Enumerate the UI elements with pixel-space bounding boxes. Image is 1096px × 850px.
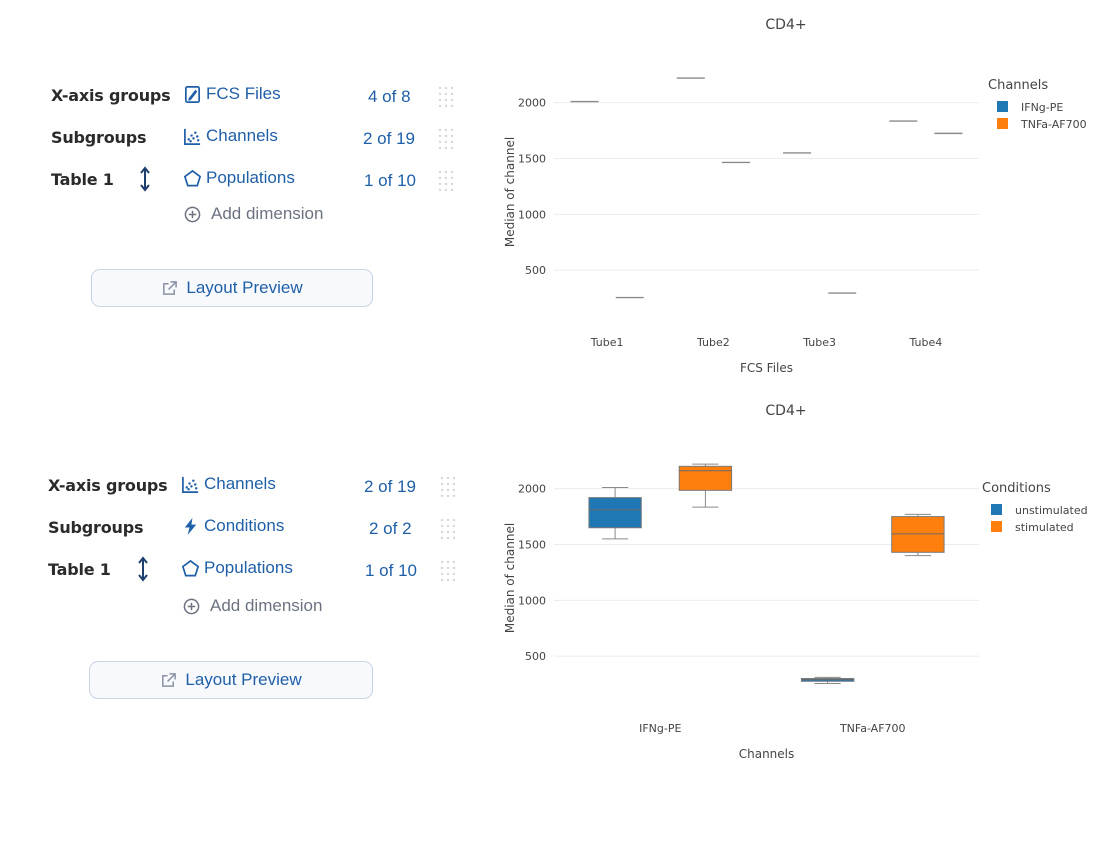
- add-dimension-label: Add dimension: [210, 596, 323, 615]
- config-panel-2: X-axis groups Channels 2 of 19 Subgroups…: [0, 470, 480, 850]
- row-x-axis-groups: X-axis groups FCS Files 4 of 8: [0, 80, 470, 114]
- layout-preview-button[interactable]: Layout Preview: [91, 269, 373, 307]
- drag-handle-icon[interactable]: [436, 168, 456, 196]
- y-tick-label: 2000: [518, 483, 546, 496]
- row-label: Subgroups: [51, 128, 147, 147]
- add-dimension-button[interactable]: Add dimension: [184, 204, 323, 224]
- legend-label: IFNg-PE: [1021, 101, 1063, 114]
- y-tick-label: 1500: [518, 153, 546, 166]
- dimension-label: Populations: [206, 168, 295, 187]
- dimension-channels[interactable]: Channels: [183, 126, 278, 146]
- y-tick-label: 2000: [518, 97, 546, 110]
- scatter-plot-icon: [184, 128, 201, 145]
- dimension-label: Channels: [206, 126, 278, 145]
- plus-circle-icon: [183, 598, 200, 614]
- add-dimension-button[interactable]: Add dimension: [183, 596, 322, 616]
- legend-title: Channels: [988, 78, 1048, 93]
- dimension-label: Channels: [204, 474, 276, 493]
- x-tick-label: IFNg-PE: [639, 722, 681, 735]
- y-tick-label: 1000: [518, 594, 546, 607]
- count-link[interactable]: 1 of 10: [365, 561, 417, 580]
- external-link-icon: [162, 672, 177, 687]
- chart-title: CD4+: [765, 403, 806, 419]
- config-panel-1: X-axis groups FCS Files 4 of 8 Subgroups…: [0, 80, 480, 460]
- count-link[interactable]: 1 of 10: [364, 171, 416, 190]
- y-axis-label: Median of channel: [503, 137, 517, 247]
- count-link[interactable]: 2 of 2: [369, 519, 412, 538]
- box: [588, 497, 642, 529]
- layout-preview-label: Layout Preview: [185, 670, 302, 689]
- external-link-icon: [163, 280, 178, 295]
- legend-title: Conditions: [982, 481, 1051, 496]
- count-link[interactable]: 2 of 19: [363, 129, 415, 148]
- dimension-conditions[interactable]: Conditions: [181, 516, 284, 536]
- box-plot-chart-2: CD4+ 500 1000 1500 2000 Median of channel Chan…: [503, 403, 1088, 761]
- box: [678, 465, 733, 491]
- count-link[interactable]: 4 of 8: [368, 87, 411, 106]
- y-tick-label: 1500: [518, 539, 546, 552]
- x-axis-label: FCS Files: [740, 361, 793, 375]
- row-subgroups: Subgroups Channels 2 of 19: [0, 122, 470, 156]
- chart-1: CD4+ 500 1000 1500 2000 Median of channel FCS …: [484, 0, 1096, 385]
- dimension-fcs-files[interactable]: FCS Files: [183, 84, 281, 104]
- dimension-populations[interactable]: Populations: [181, 558, 293, 578]
- row-label: X-axis groups: [48, 476, 168, 495]
- chart-title: CD4+: [765, 17, 806, 33]
- y-axis-label: Median of channel: [503, 523, 517, 633]
- legend-label: unstimulated: [1015, 504, 1088, 517]
- legend-label: stimulated: [1015, 521, 1074, 534]
- legend-swatch: [991, 504, 1002, 515]
- drag-handle-icon[interactable]: [436, 126, 456, 154]
- pentagon-icon: [181, 559, 200, 576]
- row-subgroups: Subgroups Conditions 2 of 2: [0, 512, 470, 546]
- layout-preview-button[interactable]: Layout Preview: [89, 661, 373, 699]
- row-label: Subgroups: [48, 518, 144, 537]
- pentagon-icon: [183, 169, 202, 186]
- legend-swatch: [997, 101, 1008, 112]
- y-tick-label: 500: [525, 650, 546, 663]
- plus-circle-icon: [184, 206, 201, 222]
- box-plot-chart-1: CD4+ 500 1000 1500 2000 Median of channel FCS …: [503, 17, 1087, 375]
- box: [891, 516, 945, 553]
- lightning-icon: [184, 517, 197, 535]
- count-link[interactable]: 2 of 19: [364, 477, 416, 496]
- legend-swatch: [991, 521, 1002, 532]
- layout-preview-label: Layout Preview: [186, 278, 303, 297]
- row-label: Table 1: [51, 170, 114, 189]
- drag-handle-icon[interactable]: [438, 474, 458, 502]
- file-edit-icon: [184, 85, 201, 103]
- x-tick-label: Tube1: [590, 336, 624, 349]
- x-tick-label: Tube3: [802, 336, 836, 349]
- row-table: Table 1 Populations 1 of 10: [0, 554, 470, 588]
- x-tick-label: Tube4: [908, 336, 942, 349]
- vertical-arrows-icon[interactable]: [136, 556, 150, 582]
- chart-2: CD4+ 500 1000 1500 2000 Median of channel Chan…: [484, 386, 1096, 771]
- drag-handle-icon[interactable]: [438, 516, 458, 544]
- row-label: Table 1: [48, 560, 111, 579]
- legend-label: TNFa-AF700: [1020, 118, 1087, 131]
- row-table: Table 1 Populations 1 of 10: [0, 164, 470, 198]
- vertical-arrows-icon[interactable]: [138, 166, 152, 192]
- drag-handle-icon[interactable]: [438, 558, 458, 586]
- legend-swatch: [997, 118, 1008, 129]
- y-tick-label: 1000: [518, 208, 546, 221]
- dimension-label: Conditions: [204, 516, 285, 535]
- dimension-label: FCS Files: [206, 84, 281, 103]
- scatter-plot-icon: [182, 476, 199, 493]
- dimension-label: Populations: [204, 558, 293, 577]
- row-x-axis-groups: X-axis groups Channels 2 of 19: [0, 470, 470, 504]
- x-axis-label: Channels: [739, 747, 795, 761]
- dimension-channels[interactable]: Channels: [181, 474, 276, 494]
- x-tick-label: Tube2: [696, 336, 730, 349]
- x-tick-label: TNFa-AF700: [839, 722, 906, 735]
- add-dimension-label: Add dimension: [211, 204, 324, 223]
- dimension-populations[interactable]: Populations: [183, 168, 295, 188]
- row-label: X-axis groups: [51, 86, 171, 105]
- y-tick-label: 500: [525, 264, 546, 277]
- drag-handle-icon[interactable]: [436, 84, 456, 112]
